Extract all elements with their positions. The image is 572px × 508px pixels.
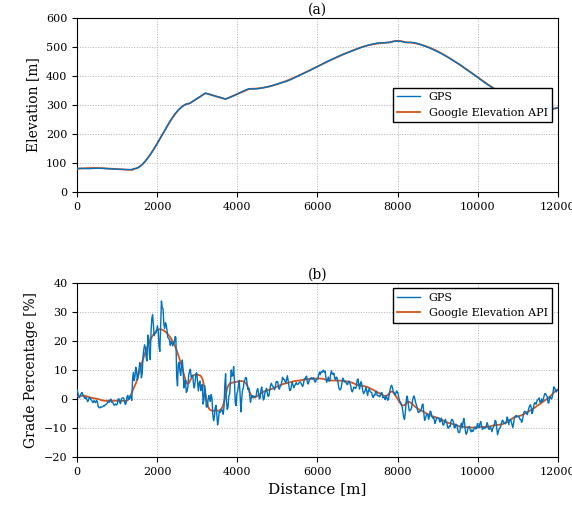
Google Elevation API <box>437 50 444 56</box>
GPS <box>74 387 81 393</box>
Google Elevation API <box>469 425 476 431</box>
Google Elevation API <box>198 92 205 99</box>
Google Elevation API <box>129 167 136 173</box>
Google Elevation API <box>436 416 443 422</box>
Google Elevation API <box>396 38 403 44</box>
Google Elevation API <box>160 327 166 333</box>
GPS <box>158 298 165 304</box>
GPS <box>395 395 402 401</box>
GPS <box>292 382 299 388</box>
Y-axis label: Elevation [m]: Elevation [m] <box>26 57 41 152</box>
Google Elevation API <box>554 105 561 111</box>
GPS <box>124 167 130 173</box>
GPS <box>393 38 400 44</box>
Google Elevation API <box>292 378 299 384</box>
X-axis label: Distance [m]: Distance [m] <box>268 483 367 496</box>
Title: (b): (b) <box>308 268 327 281</box>
Legend: GPS, Google Elevation API: GPS, Google Elevation API <box>393 88 552 122</box>
GPS <box>554 105 561 111</box>
GPS <box>358 378 364 385</box>
Legend: GPS, Google Elevation API: GPS, Google Elevation API <box>393 289 552 323</box>
Line: GPS: GPS <box>77 41 558 170</box>
GPS <box>160 130 166 136</box>
Google Elevation API <box>554 387 561 393</box>
GPS <box>292 74 299 80</box>
Google Elevation API <box>198 374 205 380</box>
Google Elevation API <box>160 130 166 136</box>
GPS <box>160 306 166 312</box>
Google Elevation API <box>74 393 81 399</box>
GPS <box>396 38 403 44</box>
GPS <box>74 166 81 172</box>
GPS <box>358 44 364 50</box>
Google Elevation API <box>395 38 402 44</box>
Google Elevation API <box>358 383 364 389</box>
GPS <box>198 92 205 99</box>
Google Elevation API <box>395 398 402 404</box>
Line: GPS: GPS <box>77 301 558 435</box>
Google Elevation API <box>292 74 299 80</box>
GPS <box>494 432 501 438</box>
Google Elevation API <box>358 44 364 50</box>
Y-axis label: Grade Percentage [%]: Grade Percentage [%] <box>25 292 38 448</box>
GPS <box>437 50 444 56</box>
Line: Google Elevation API: Google Elevation API <box>77 329 558 428</box>
GPS <box>198 383 205 389</box>
Title: (a): (a) <box>308 3 327 17</box>
Line: Google Elevation API: Google Elevation API <box>77 41 558 170</box>
GPS <box>554 387 561 393</box>
GPS <box>436 419 443 425</box>
Google Elevation API <box>156 326 163 332</box>
Google Elevation API <box>74 166 81 172</box>
